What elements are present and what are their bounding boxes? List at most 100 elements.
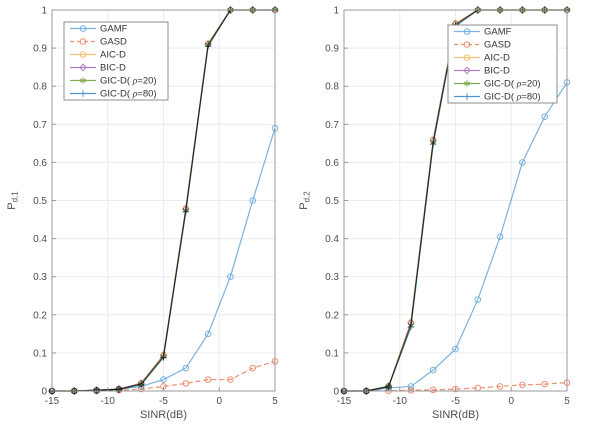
panel-left: -15 -10 -5 0 5 0 0.1 0.2 0.3 0.4 0.5 0.6 0.7 0.8 0.9 1 S… (6, 6, 279, 421)
series-line (344, 382, 568, 392)
panel-right: -15 -10 -5 0 5 0 0.1 0.2 0.3 0.4 0.5 0.6 0.7 0.8 0.9 1 S… (298, 6, 571, 421)
circle-marker (407, 386, 415, 394)
legend-item-gic-d-20-: GIC-D( ρ=20) (70, 76, 157, 87)
y-tick-label: 0.4 (33, 234, 47, 245)
plus-marker (93, 386, 100, 394)
legend-label: AIC-D (100, 50, 126, 61)
x-tick-label: -15 (45, 396, 60, 407)
legend-item-bic-d: BIC-D (70, 63, 126, 74)
legend-label: GIC-D( ρ=80) (484, 92, 541, 103)
x-tick-label: 0 (508, 396, 514, 407)
legend-item-gasd: GASD (454, 40, 511, 51)
y-tick-label: 0.6 (325, 158, 339, 169)
y-tick-label: 0.1 (33, 348, 47, 359)
plus-marker (429, 140, 437, 148)
x-tick-label: -15 (337, 396, 352, 407)
x-tick-label: -5 (159, 396, 168, 407)
circle-marker (474, 296, 482, 303)
y-axis-label: Pd,1 (6, 191, 20, 210)
series-line (344, 82, 568, 392)
legend-label: AIC-D (484, 53, 510, 64)
legend-item-gasd: GASD (70, 37, 127, 48)
circle-marker (182, 380, 190, 387)
x-tick-label: -10 (393, 396, 408, 407)
circle-marker (463, 41, 471, 48)
plus-marker (385, 383, 392, 391)
legend-label: GAMF (484, 27, 512, 38)
legend-label: BIC-D (484, 66, 510, 77)
circle-marker (249, 364, 256, 372)
circle-marker (496, 383, 504, 390)
x-tick-label: 5 (564, 396, 570, 407)
legend-box (447, 24, 558, 104)
circle-marker (79, 38, 87, 45)
circle-marker (541, 113, 549, 120)
y-tick-label: 0.2 (325, 310, 339, 321)
y-tick-label: 1 (333, 6, 339, 17)
plus-marker (115, 386, 123, 393)
y-tick-label: 0.9 (325, 44, 339, 55)
plus-marker (182, 208, 190, 216)
y-tick-label: 0.5 (33, 196, 47, 207)
plus-marker (137, 381, 145, 388)
tick-marks (343, 9, 568, 392)
x-tick-label: 5 (272, 396, 278, 407)
tick-marks (51, 9, 276, 392)
legend-label: GIC-D( ρ=80) (100, 89, 157, 100)
x-axis-label: SINR(dB) (140, 409, 187, 421)
circle-marker (79, 25, 87, 32)
circle-marker (227, 273, 234, 281)
legend-label: GASD (484, 40, 511, 51)
legend-item-aic-d: AIC-D (70, 50, 126, 61)
circle-marker (429, 366, 437, 374)
plus-marker (204, 42, 212, 50)
circle-marker (249, 197, 256, 204)
circle-marker (182, 364, 190, 372)
legend-label: BIC-D (100, 63, 126, 74)
plus-marker (407, 323, 415, 331)
circle-marker (541, 380, 549, 388)
plus-marker (463, 93, 471, 100)
y-tick-label: 0.1 (325, 348, 339, 359)
star-marker (463, 80, 471, 87)
legend-label: GIC-D( ρ=20) (100, 76, 157, 87)
legend-item-gamf: GAMF (70, 24, 128, 35)
legend-box (63, 21, 169, 101)
y-axis-label: Pd,2 (298, 191, 312, 210)
circle-marker (463, 28, 471, 35)
y-tick-label: 0.6 (33, 158, 47, 169)
circle-marker (160, 376, 167, 383)
y-tick-label: 0.2 (33, 310, 47, 321)
legend-item-gic-d-80-: GIC-D( ρ=80) (454, 92, 541, 103)
circle-marker (452, 385, 459, 393)
diamond-marker (463, 66, 471, 75)
circle-marker (519, 159, 526, 166)
series-line (52, 360, 276, 392)
y-tick-label: 0 (333, 387, 339, 398)
y-tick-label: 0.9 (33, 44, 47, 55)
legend-item-gic-d-20-: GIC-D( ρ=20) (454, 79, 541, 90)
y-tick-label: 0.3 (325, 272, 339, 283)
plus-marker (79, 90, 87, 97)
legend-item-gic-d-80-: GIC-D( ρ=80) (70, 89, 157, 100)
circle-marker (79, 51, 87, 58)
y-tick-label: 0.3 (33, 272, 47, 283)
circle-marker (227, 376, 234, 383)
x-tick-label: -5 (451, 396, 460, 407)
y-tick-label: 0 (41, 387, 47, 398)
circle-marker (519, 381, 526, 389)
circle-marker (407, 383, 415, 390)
star-marker (79, 77, 87, 84)
legend-item-gamf: GAMF (454, 27, 512, 38)
legend-label: GAMF (100, 24, 128, 35)
x-tick-label: -10 (101, 396, 116, 407)
plus-marker (160, 354, 167, 361)
y-tick-label: 0.4 (325, 234, 339, 245)
circle-marker (496, 233, 504, 240)
circle-marker (204, 376, 212, 383)
x-axis-label: SINR(dB) (432, 409, 479, 421)
y-tick-label: 0.8 (325, 82, 339, 93)
legend: GAMF GASD AIC-D BIC-D GIC-D( ρ=20) GIC-D( ρ=8… (63, 21, 169, 101)
y-tick-label: 0.7 (325, 120, 339, 131)
